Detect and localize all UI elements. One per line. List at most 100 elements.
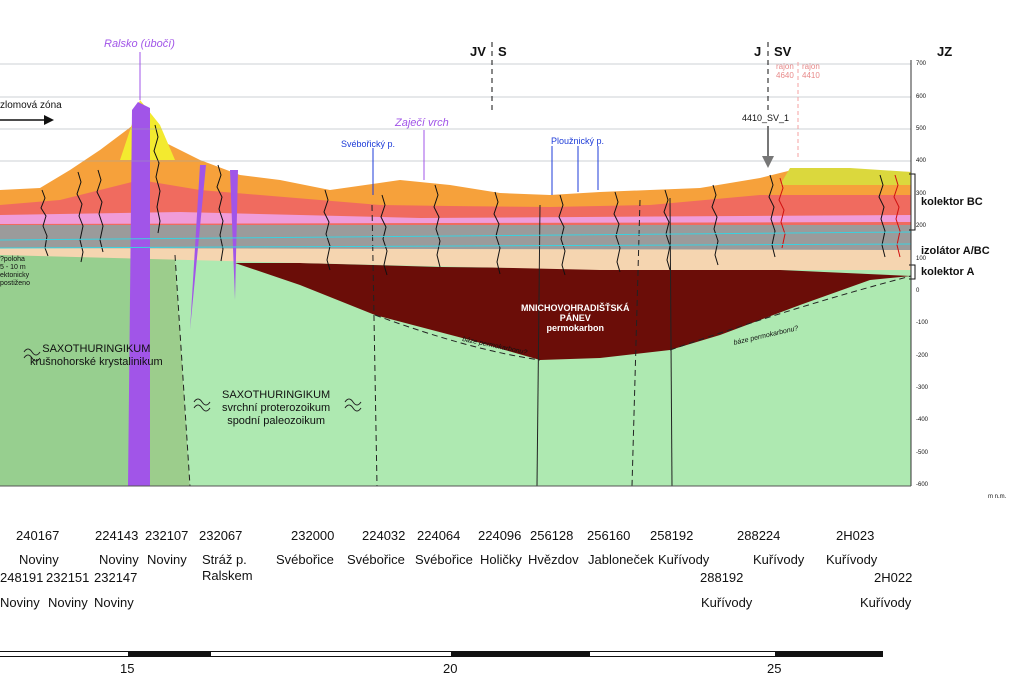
- place-top: Hvězdov: [528, 552, 579, 567]
- place-top: Noviny: [99, 552, 139, 567]
- unit-saxo2-sub2: spodní paleozoikum: [227, 415, 326, 427]
- elevation-tick-label: -100: [916, 320, 929, 326]
- well-label: 4410_SV_1: [742, 113, 790, 123]
- log: [613, 191, 621, 273]
- krusnohorske-krystalinikum: [0, 250, 130, 486]
- borehole-id-top: 256160: [587, 528, 631, 543]
- left-note-3: ektonicky: [0, 272, 30, 279]
- collector-brackets: [909, 173, 916, 280]
- unit-saxo2: SAXOTHURINGIKUM svrchní proterozoikum sp…: [222, 389, 330, 428]
- place-bottom: Noviny: [0, 595, 40, 610]
- isolator-abc: izolátor A/BC: [921, 245, 990, 257]
- place-top: Jabloneček: [588, 552, 654, 567]
- scale-label: 25: [767, 661, 782, 676]
- gneiss-icon: [23, 348, 41, 362]
- layer-yellow-top-right: [780, 168, 911, 185]
- borehole-id-bottom: 288192: [700, 570, 744, 585]
- log: [153, 124, 161, 234]
- rajon-4410-line2: 4410: [802, 71, 820, 80]
- elevation-tick-label: -600: [916, 482, 929, 488]
- well-arrow: [762, 126, 774, 168]
- orientation-sv: SV: [774, 44, 792, 59]
- place-bottom: Kuřívody: [860, 595, 912, 610]
- log: [433, 184, 441, 268]
- fault-4: [631, 199, 641, 487]
- collector-a: kolektor A: [921, 266, 975, 278]
- elevation-tick-label: -200: [916, 353, 929, 359]
- borehole-id-top: 232067: [199, 528, 243, 543]
- elevation-tick-label: -500: [916, 450, 929, 456]
- borehole-id-top: 224096: [478, 528, 522, 543]
- borehole-id-bottom: 2H022: [874, 570, 913, 585]
- log: [768, 174, 776, 258]
- rajon-4410-line1: rajon: [802, 62, 820, 71]
- fault-zone-arrow: [0, 115, 54, 125]
- log: [878, 174, 886, 258]
- unit-saxo1: SAXOTHURINGIKUM krušnohorské krystalinik…: [30, 343, 163, 369]
- fault-1: [174, 254, 191, 487]
- borehole-id-top: 2H023: [836, 528, 875, 543]
- cretaceous-layers: [0, 100, 911, 270]
- place-top: Noviny: [147, 552, 187, 567]
- place-top: Svébořice: [347, 552, 405, 567]
- ralsko-dyke: [128, 102, 150, 486]
- orientation-jv: JV: [470, 44, 486, 59]
- fault-3: [536, 204, 541, 487]
- rajon-4640: rajon 4640: [776, 62, 794, 80]
- collector-bc: kolektor BC: [921, 196, 983, 208]
- left-note-4: postiženo: [0, 280, 30, 287]
- peak-zajeci: Zaječí vrch: [395, 117, 449, 129]
- place-top: Svébořice: [415, 552, 473, 567]
- rajon-4640-line1: rajon: [776, 62, 794, 71]
- borehole-id-top: 232107: [145, 528, 189, 543]
- elevation-tick-label: 700: [916, 61, 927, 67]
- log-red: [893, 174, 901, 258]
- place-bottom: Kuřívody: [701, 595, 753, 610]
- borehole-id-top: 288224: [737, 528, 781, 543]
- baze-dashed-left: [374, 314, 541, 361]
- hatch-symbols: [23, 348, 362, 412]
- borehole-id-top: 240167: [16, 528, 60, 543]
- log: [493, 191, 501, 275]
- horizon: [0, 243, 912, 249]
- log: [663, 189, 671, 271]
- place-top-line2: Ralskem: [202, 568, 253, 583]
- stream-svebor: Svébořický p.: [341, 139, 396, 149]
- permokarbon-body: [235, 262, 911, 360]
- elevation-tick-label: -400: [916, 417, 929, 423]
- log: [40, 189, 49, 257]
- borehole-id-top: 256128: [530, 528, 574, 543]
- elevation-tick-label: 100: [916, 256, 927, 262]
- elevation-tick-label: -300: [916, 385, 929, 391]
- borehole-id-top: 224143: [95, 528, 139, 543]
- unit-panev: MNICHOVOHRADIŠŤSKÁ PÁNEV permokarbon: [521, 303, 630, 333]
- borehole-id-bottom: 248191: [0, 570, 44, 585]
- elevation-tick-label: 0: [916, 288, 920, 294]
- orientation-j: J: [754, 44, 762, 59]
- log: [96, 169, 104, 253]
- log: [711, 184, 719, 266]
- baze-dashed-right: [669, 275, 912, 351]
- fault-2: [371, 204, 378, 487]
- rajon-4640-line2: 4640: [776, 71, 794, 80]
- borehole-id-top: 224032: [362, 528, 406, 543]
- borehole-logs: [40, 124, 901, 276]
- unit-saxo2-title: SAXOTHURINGIKUM: [222, 389, 331, 401]
- left-note: ?poloha 5 - 10 m ektonicky postiženo: [0, 256, 30, 288]
- unit-saxo1-sub: krušnohorské krystalinikum: [30, 356, 163, 368]
- elevation-tick-label: 600: [916, 94, 927, 100]
- elevation-grid: [0, 63, 911, 162]
- elevation-unit: m n.m.: [988, 494, 1007, 500]
- layer-pink: [0, 212, 911, 224]
- unit-panev-line1: MNICHOVOHRADIŠŤSKÁ: [521, 303, 630, 313]
- layer-beige: [0, 248, 911, 270]
- place-top: Holičky: [480, 552, 522, 567]
- borehole-id-top: 232000: [291, 528, 335, 543]
- log: [216, 164, 224, 262]
- left-note-2: 5 - 10 m: [0, 264, 26, 271]
- place-top: Noviny: [19, 552, 59, 567]
- orientation-s: S: [498, 44, 507, 59]
- place-bottom: Noviny: [94, 595, 134, 610]
- unit-saxo1-title: SAXOTHURINGIKUM: [42, 343, 151, 355]
